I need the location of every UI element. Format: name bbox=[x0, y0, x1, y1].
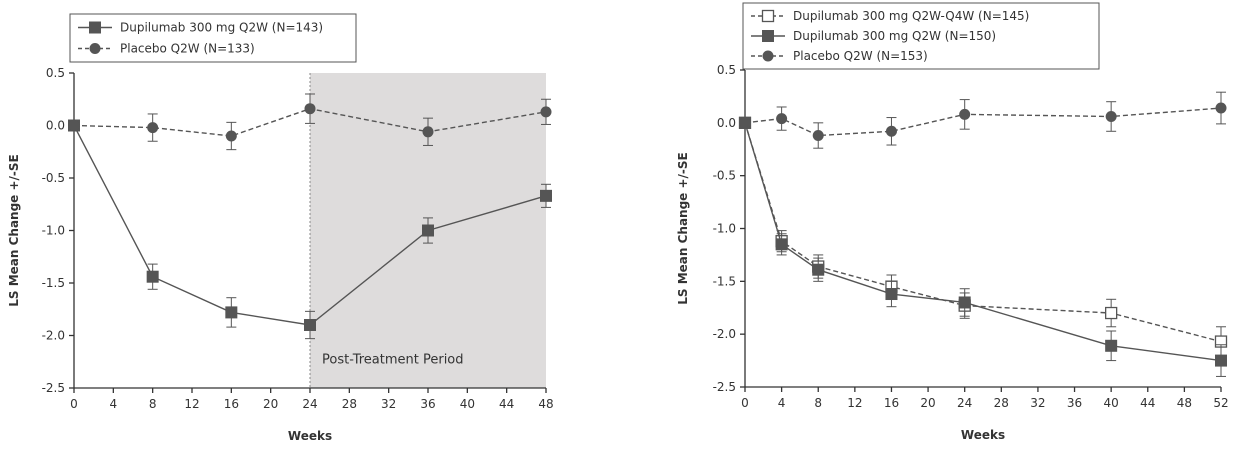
y-tick-label: -2.0 bbox=[42, 329, 65, 343]
legend-label: Dupilumab 300 mg Q2W (N=150) bbox=[793, 29, 996, 43]
x-tick-label: 4 bbox=[110, 397, 118, 411]
data-point bbox=[812, 130, 824, 142]
data-point bbox=[304, 319, 316, 331]
right-series-2 bbox=[739, 116, 1227, 377]
chart-left: Post-Treatment Period 0.5 0.0 -0.5 -1.0 -1.5 -… bbox=[7, 13, 554, 443]
x-tick-label: 40 bbox=[1104, 396, 1119, 410]
x-tick-label: 32 bbox=[381, 397, 396, 411]
data-point bbox=[1215, 102, 1227, 114]
y-tick-label: -1.5 bbox=[713, 274, 736, 288]
y-tick-label: -0.5 bbox=[42, 171, 65, 185]
series-line bbox=[73, 125, 547, 326]
x-tick-label: 12 bbox=[184, 397, 199, 411]
legend-label: Dupilumab 300 mg Q2W-Q4W (N=145) bbox=[793, 9, 1029, 23]
data-point bbox=[812, 263, 825, 276]
x-tick-label: 44 bbox=[1140, 396, 1155, 410]
data-point bbox=[1215, 354, 1227, 367]
x-tick-label: 32 bbox=[1030, 396, 1045, 410]
x-tick-label: 16 bbox=[884, 396, 899, 410]
x-tick-label: 0 bbox=[70, 397, 78, 411]
data-point bbox=[225, 130, 237, 142]
data-point bbox=[885, 288, 898, 301]
data-point bbox=[885, 125, 897, 137]
x-tick-label: 8 bbox=[149, 397, 157, 411]
data-point bbox=[540, 106, 552, 118]
chart-right: 0.50.0-0.5-1.0-1.5-2.0-2.50 4 8 12 16 20 24 28 3… bbox=[676, 2, 1229, 442]
y-tick-label: 0.5 bbox=[717, 63, 736, 77]
data-point bbox=[1105, 306, 1118, 320]
y-tick-label: -2.0 bbox=[713, 327, 736, 341]
x-tick-label: 0 bbox=[741, 396, 749, 410]
y-axis-title: LS Mean Change +/-SE bbox=[7, 154, 21, 307]
legend-marker bbox=[762, 50, 774, 62]
x-tick-label: 36 bbox=[1067, 396, 1082, 410]
data-point bbox=[422, 126, 434, 138]
x-axis-title: Weeks bbox=[288, 429, 332, 443]
data-point bbox=[422, 224, 434, 237]
legend-marker bbox=[761, 9, 775, 23]
legend-label: Dupilumab 300 mg Q2W (N=143) bbox=[120, 21, 323, 35]
legend-box bbox=[69, 13, 357, 63]
x-tick-label: 12 bbox=[847, 396, 862, 410]
legend-label: Placebo Q2W (N=133) bbox=[120, 42, 255, 56]
data-point bbox=[739, 117, 751, 129]
x-tick-label: 36 bbox=[420, 397, 435, 411]
left-series-2 bbox=[68, 93, 552, 151]
x-tick-label: 20 bbox=[920, 396, 935, 410]
y-tick-label: 0.0 bbox=[46, 119, 65, 133]
y-axis-title: LS Mean Change +/-SE bbox=[676, 152, 690, 305]
data-point bbox=[146, 270, 159, 283]
x-tick-label: 40 bbox=[460, 397, 475, 411]
x-tick-label: 4 bbox=[778, 396, 786, 410]
data-point bbox=[1105, 110, 1117, 122]
x-tick-label: 24 bbox=[957, 396, 972, 410]
x-tick-label: 24 bbox=[302, 397, 317, 411]
x-tick-label: 8 bbox=[814, 396, 822, 410]
series-line bbox=[744, 122, 1222, 343]
y-tick-label: 0.0 bbox=[717, 116, 736, 130]
data-point bbox=[959, 108, 971, 120]
left-legend: Dupilumab 300 mg Q2W (N=143) Placebo Q2W … bbox=[69, 13, 357, 63]
data-point bbox=[540, 189, 552, 202]
x-tick-label: 16 bbox=[224, 397, 239, 411]
legend-marker bbox=[89, 21, 101, 34]
x-axis-title: Weeks bbox=[961, 428, 1005, 442]
y-tick-label: -1.0 bbox=[42, 224, 65, 238]
y-tick-label: -2.5 bbox=[713, 380, 736, 394]
right-series-3 bbox=[739, 91, 1227, 149]
y-tick-label: -0.5 bbox=[713, 169, 736, 183]
data-point bbox=[68, 120, 80, 131]
x-tick-label: 20 bbox=[263, 397, 278, 411]
y-tick-label: -2.5 bbox=[42, 381, 65, 395]
series-line bbox=[744, 122, 1222, 362]
y-tick-label: 0.5 bbox=[46, 66, 65, 80]
data-point bbox=[304, 103, 316, 115]
data-point bbox=[147, 122, 159, 134]
left-series-1 bbox=[68, 119, 552, 340]
right-legend: Dupilumab 300 mg Q2W-Q4W (N=145) Dupiluma… bbox=[742, 2, 1100, 70]
legend-marker bbox=[762, 30, 774, 42]
post-treatment-label: Post-Treatment Period bbox=[322, 353, 464, 368]
data-point bbox=[776, 113, 788, 125]
x-tick-label: 48 bbox=[1177, 396, 1192, 410]
data-point bbox=[775, 238, 788, 251]
x-tick-label: 52 bbox=[1213, 396, 1228, 410]
series-line bbox=[73, 107, 547, 137]
data-point bbox=[1105, 339, 1118, 352]
right-series-1 bbox=[738, 116, 1228, 357]
legend-box bbox=[742, 2, 1100, 70]
data-point bbox=[225, 306, 238, 319]
x-tick-label: 28 bbox=[994, 396, 1009, 410]
data-point bbox=[958, 296, 971, 309]
x-tick-label: 44 bbox=[499, 397, 514, 411]
y-tick-label: -1.5 bbox=[42, 276, 65, 290]
legend-label: Placebo Q2W (N=153) bbox=[793, 49, 928, 63]
y-tick-label: -1.0 bbox=[713, 222, 736, 236]
legend-marker bbox=[89, 43, 101, 54]
x-tick-label: 28 bbox=[342, 397, 357, 411]
x-tick-label: 48 bbox=[538, 397, 553, 411]
